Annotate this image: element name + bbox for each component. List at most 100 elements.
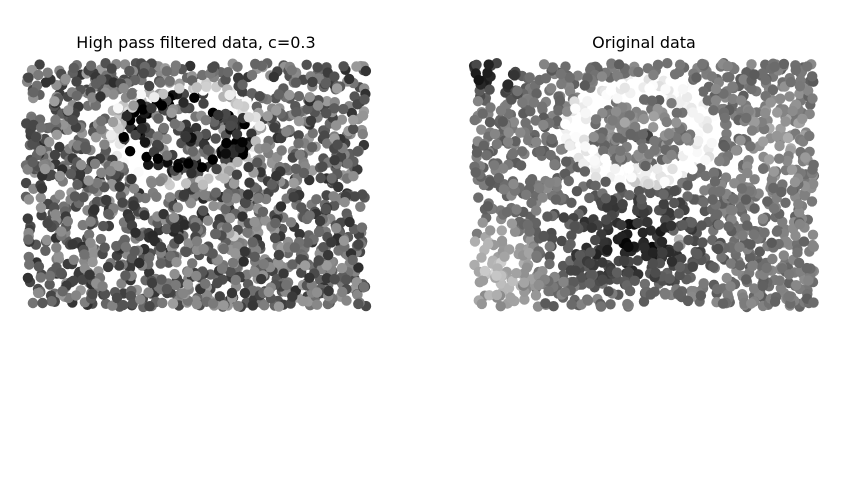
scatter-point <box>671 117 681 127</box>
scatter-point <box>597 71 607 81</box>
scatter-point <box>348 171 358 181</box>
scatter-point <box>87 289 97 299</box>
scatter-point <box>765 97 775 107</box>
scatter-point <box>143 287 153 297</box>
scatter-point <box>793 199 803 209</box>
scatter-point <box>722 72 732 82</box>
scatter-point <box>557 236 567 246</box>
scatter-point <box>478 109 488 119</box>
scatter-point <box>312 62 322 72</box>
scatter-point <box>520 118 530 128</box>
scatter-point <box>600 177 610 187</box>
scatter-point <box>348 124 358 134</box>
scatter-point <box>508 179 518 189</box>
scatter-point <box>329 71 339 81</box>
scatter-point <box>66 169 76 179</box>
scatter-point <box>696 290 706 300</box>
scatter-point <box>290 242 300 252</box>
scatter-point <box>79 249 89 259</box>
scatter-point <box>499 252 509 262</box>
scatter-point <box>473 192 483 202</box>
scatter-point <box>294 91 304 101</box>
scatter-point <box>784 291 794 301</box>
scatter-point <box>218 300 228 310</box>
scatter-point <box>502 207 512 217</box>
scatter-point <box>726 258 736 268</box>
scatter-point <box>699 197 709 207</box>
scatter-point <box>612 93 622 103</box>
scatter-point <box>208 154 218 164</box>
scatter-point <box>324 286 334 296</box>
scatter-point <box>601 215 611 225</box>
scatter-point <box>337 263 347 273</box>
scatter-point <box>203 145 213 155</box>
scatter-point <box>162 134 172 144</box>
scatter-point <box>703 123 713 133</box>
scatter-point <box>37 183 47 193</box>
scatter-point <box>217 264 227 274</box>
scatter-point <box>189 93 199 103</box>
scatter-point <box>484 85 494 95</box>
scatter-point <box>256 274 266 284</box>
scatter-point <box>700 155 710 165</box>
scatter-point <box>772 131 782 141</box>
scatter-point <box>619 256 629 266</box>
scatter-point <box>795 219 805 229</box>
scatter-point <box>329 274 339 284</box>
scatter-point <box>590 181 600 191</box>
scatter-point <box>96 168 106 178</box>
scatter-point <box>222 193 232 203</box>
scatter-point <box>293 138 303 148</box>
scatter-point <box>86 61 96 71</box>
scatter-point <box>332 83 342 93</box>
scatter-point <box>534 183 544 193</box>
scatter-point <box>258 207 268 217</box>
scatter-point <box>312 287 322 297</box>
scatter-point <box>559 212 569 222</box>
scatter-point <box>36 145 46 155</box>
scatter-point <box>786 77 796 87</box>
scatter-point <box>478 218 488 228</box>
scatter-point <box>741 113 751 123</box>
scatter-point <box>512 86 522 96</box>
scatter-point <box>191 271 201 281</box>
scatter-point <box>639 114 649 124</box>
scatter-point <box>543 286 553 296</box>
scatter-point <box>666 98 676 108</box>
scatter-point <box>147 278 157 288</box>
scatter-point <box>250 59 260 69</box>
scatter-point <box>540 298 550 308</box>
scatter-point <box>157 298 167 308</box>
scatter-point <box>515 128 525 138</box>
scatter-point <box>638 129 648 139</box>
scatter-point <box>485 117 495 127</box>
scatter-point <box>735 260 745 270</box>
scatter-point <box>211 164 221 174</box>
scatter-point <box>122 111 132 121</box>
scatter-point <box>72 91 82 101</box>
scatter-point <box>809 160 819 170</box>
scatter-point <box>101 195 111 205</box>
scatter-point <box>103 262 113 272</box>
scatter-point <box>249 217 259 227</box>
scatter-point <box>745 141 755 151</box>
scatter-point <box>295 150 305 160</box>
scatter-point <box>623 242 633 252</box>
scatter-point <box>71 76 81 86</box>
scatter-point <box>162 150 172 160</box>
scatter-point <box>546 83 556 93</box>
scatter-point <box>477 299 487 309</box>
scatter-point <box>222 222 232 232</box>
scatter-point <box>780 198 790 208</box>
scatter-point <box>714 220 724 230</box>
scatter-point <box>665 274 675 284</box>
scatter-point <box>746 298 756 308</box>
scatter-point <box>289 178 299 188</box>
scatter-point <box>36 193 46 203</box>
scatter-point <box>153 113 163 123</box>
scatter-point <box>181 132 191 142</box>
scatter-point <box>60 74 70 84</box>
scatter-point <box>274 301 284 311</box>
scatter-point <box>644 149 654 159</box>
scatter-point <box>791 65 801 75</box>
